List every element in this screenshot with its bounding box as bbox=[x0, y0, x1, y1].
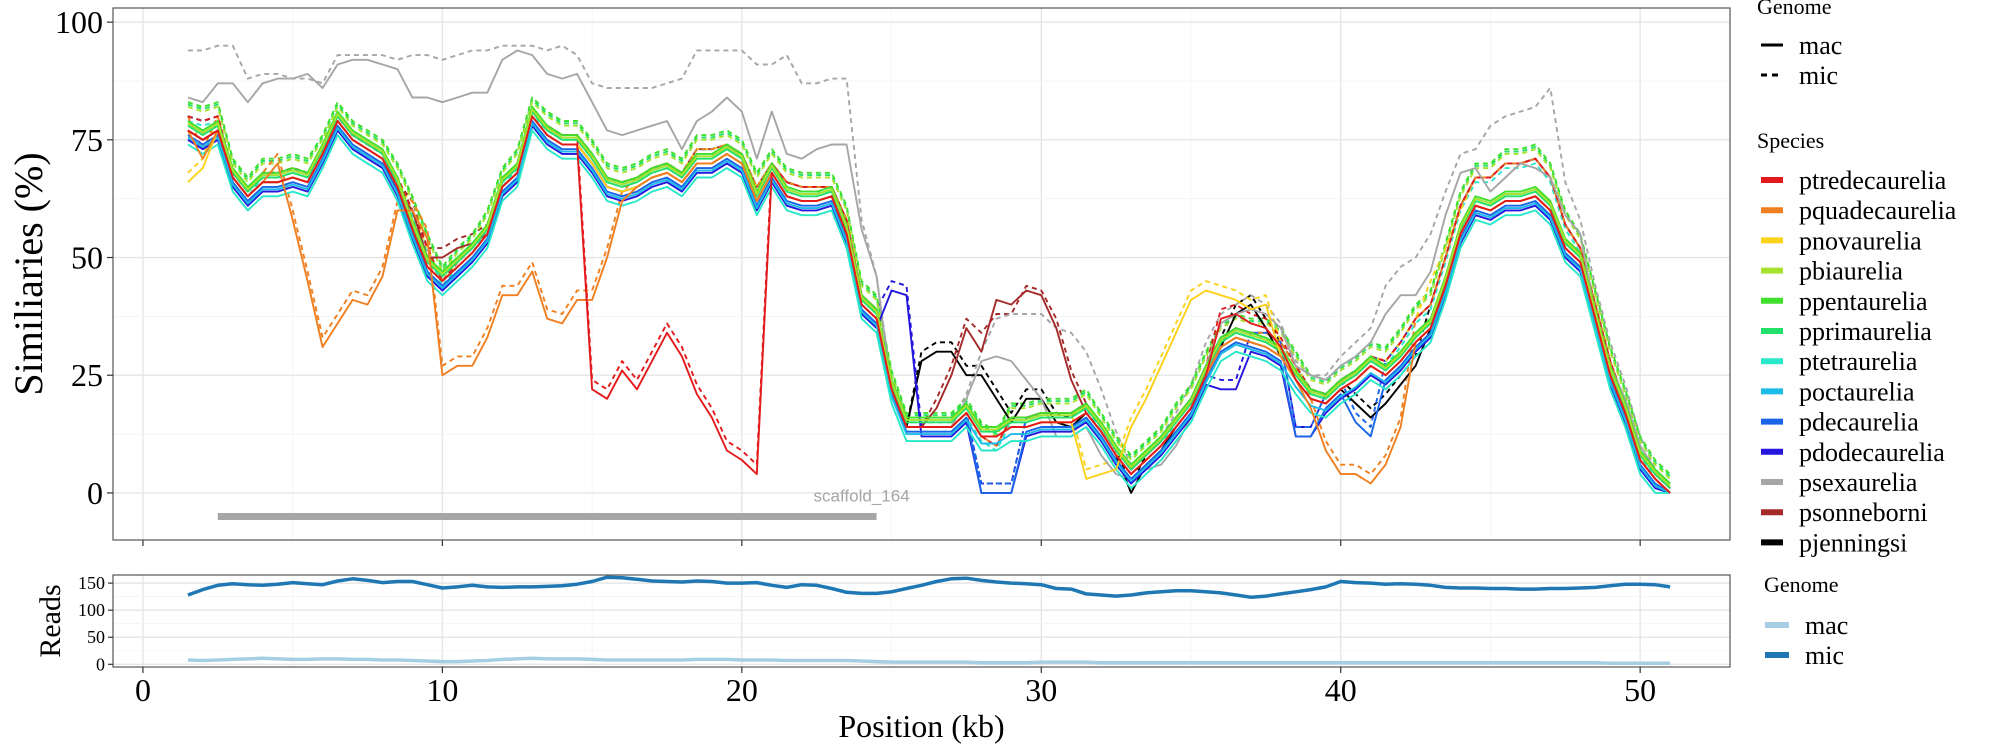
y-tick-label: 150 bbox=[78, 573, 105, 593]
species-legend-label-pprimaurelia: pprimaurelia bbox=[1799, 317, 1932, 346]
x-tick-label: 50 bbox=[1624, 672, 1656, 708]
species-legend-label-ptredecaurelia: ptredecaurelia bbox=[1799, 166, 1947, 195]
reads-series-lines bbox=[187, 575, 1671, 665]
species-legend-items: ptredecaureliapquadecaureliapnovaureliap… bbox=[1761, 166, 1957, 557]
genome-legend-label-mac: mac bbox=[1799, 31, 1842, 60]
reads-legend-label-mic: mic bbox=[1805, 641, 1844, 670]
species-legend-label-pbiaurelia: pbiaurelia bbox=[1799, 257, 1903, 286]
species-legend-label-pdodecaurelia: pdodecaurelia bbox=[1799, 438, 1945, 467]
y-tick-label: 50 bbox=[87, 627, 105, 647]
x-axis-ticks: 0 10 20 30 40 50 bbox=[135, 540, 1656, 708]
species-legend-title: Species bbox=[1757, 128, 1824, 153]
species-legend-label-psonneborni: psonneborni bbox=[1799, 498, 1928, 527]
series-line-pquadecaurelia-mic bbox=[187, 115, 1671, 489]
reads-panel-background bbox=[113, 575, 1730, 667]
series-line-pdodecaurelia-mac bbox=[187, 124, 1671, 494]
species-legend-label-pnovaurelia: pnovaurelia bbox=[1799, 226, 1922, 255]
reads-line-mic bbox=[187, 575, 1671, 599]
reads-y-ticks: 0 50 100 150 bbox=[78, 573, 113, 674]
similarity-y-ticks: 0 25 50 75 100 bbox=[55, 4, 113, 511]
species-legend-label-poctaurelia: poctaurelia bbox=[1799, 377, 1915, 406]
similarity-panel: scaffold_164 0 25 50 75 100 Similiaries (%) bbox=[6, 4, 1731, 541]
species-legend-label-ppentaurelia: ppentaurelia bbox=[1799, 287, 1928, 316]
genome-legend-title: Genome bbox=[1757, 0, 1832, 19]
series-line-pbiaurelia-mac bbox=[187, 108, 1671, 487]
y-tick-label: 50 bbox=[71, 240, 103, 276]
y-tick-label: 75 bbox=[71, 122, 103, 158]
y-tick-label: 25 bbox=[71, 357, 103, 393]
x-tick-label: 30 bbox=[1025, 672, 1057, 708]
reads-gridlines bbox=[113, 575, 1730, 667]
series-line-ptetraurelia-mac bbox=[187, 129, 1671, 494]
species-legend-label-pjenningsi: pjenningsi bbox=[1799, 528, 1907, 557]
y-tick-label: 100 bbox=[55, 4, 103, 40]
species-legend-label-pquadecaurelia: pquadecaurelia bbox=[1799, 196, 1957, 225]
series-line-ppentaurelia-mac bbox=[187, 105, 1671, 485]
species-legend-label-pdecaurelia: pdecaurelia bbox=[1799, 408, 1919, 437]
y-tick-label: 0 bbox=[87, 475, 103, 511]
species-legend-label-psexaurelia: psexaurelia bbox=[1799, 468, 1918, 497]
species-legend-label-ptetraurelia: ptetraurelia bbox=[1799, 347, 1918, 376]
reads-legend-label-mac: mac bbox=[1805, 611, 1848, 640]
reads-legend-title: Genome bbox=[1764, 572, 1839, 597]
similarity-panel-background bbox=[113, 8, 1730, 540]
similarity-y-axis-label: Similiaries (%) bbox=[6, 152, 51, 395]
series-line-ptredecaurelia-mac bbox=[187, 115, 1671, 494]
reads-y-axis-label: Reads bbox=[34, 584, 67, 657]
scaffold-annotation: scaffold_164 bbox=[217, 486, 910, 520]
x-tick-label: 20 bbox=[726, 672, 758, 708]
x-tick-label: 10 bbox=[426, 672, 458, 708]
x-tick-label: 0 bbox=[135, 672, 151, 708]
series-line-poctaurelia-mac bbox=[187, 122, 1671, 494]
y-tick-label: 100 bbox=[78, 600, 105, 620]
y-tick-label: 0 bbox=[96, 654, 105, 674]
x-axis-label: Position (kb) bbox=[838, 708, 1004, 744]
genome-legend-label-mic: mic bbox=[1799, 61, 1838, 90]
reads-panel: 0 50 100 150 0 10 20 30 40 50 Reads Position (kb… bbox=[34, 540, 1731, 744]
similarity-panel-border bbox=[112, 7, 1731, 541]
x-tick-label: 40 bbox=[1325, 672, 1357, 708]
reads-panel-border bbox=[112, 574, 1731, 668]
series-line-pprimaurelia-mac bbox=[187, 110, 1671, 489]
similarity-series-lines bbox=[187, 44, 1671, 494]
scaffold-label: scaffold_164 bbox=[814, 486, 910, 505]
series-line-pdecaurelia-mac bbox=[187, 120, 1671, 494]
reads-line-mac bbox=[187, 656, 1671, 665]
